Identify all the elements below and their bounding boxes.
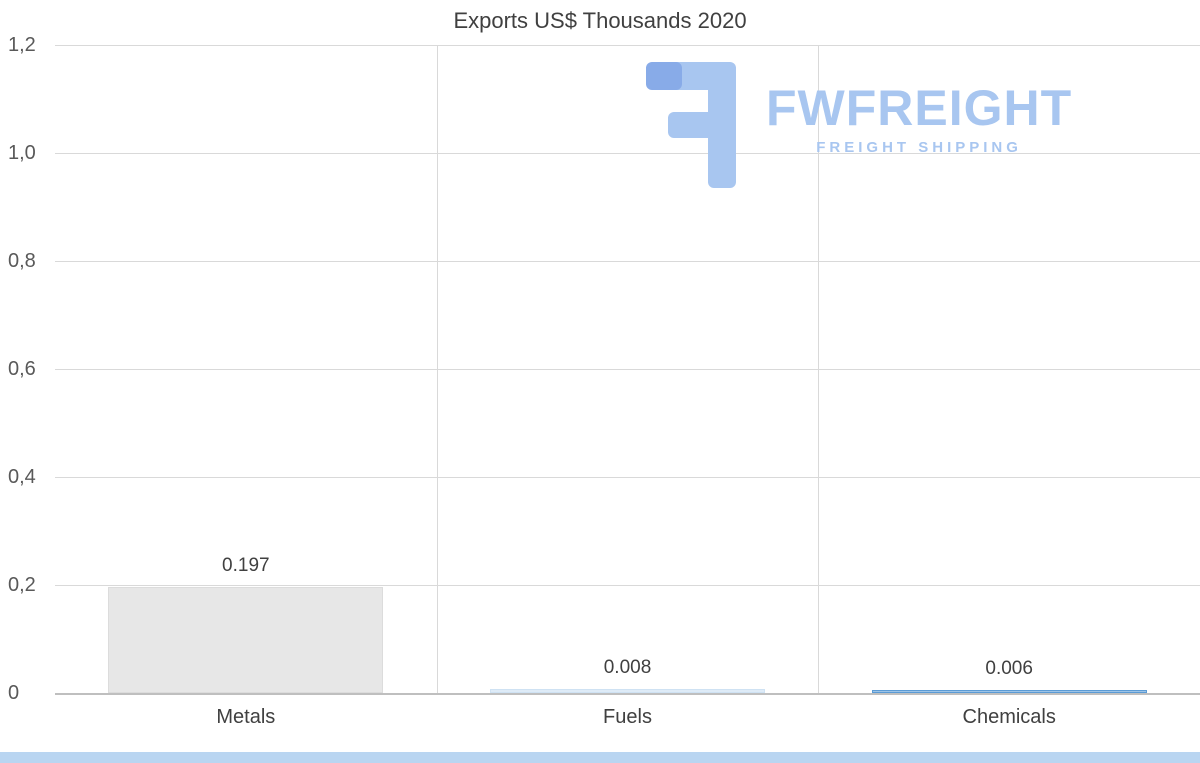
- v-gridline: [818, 45, 820, 693]
- x-axis-line: [55, 693, 1200, 695]
- brand-tagline: FREIGHT SHIPPING: [816, 138, 1022, 156]
- x-axis-labels: Metals Fuels Chemicals: [55, 706, 1200, 729]
- y-tick-label: 0,8: [8, 250, 36, 272]
- x-category-label: Metals: [216, 706, 276, 728]
- brand-logo-icon: [646, 62, 736, 188]
- footer-strip: [0, 752, 1200, 763]
- y-tick-label: 1,2: [8, 34, 36, 56]
- chart-title: Exports US$ Thousands 2020: [453, 8, 747, 33]
- bar-fuels[interactable]: [490, 688, 765, 693]
- h-gridline: [55, 261, 1200, 262]
- h-gridline: [55, 153, 1200, 154]
- bar-metals[interactable]: [108, 586, 384, 693]
- bar-chemicals[interactable]: [871, 689, 1147, 693]
- y-tick-label: 0,6: [8, 358, 36, 380]
- x-category-label: Fuels: [603, 706, 652, 728]
- brand-text-block: FWFREIGHT FREIGHT SHIPPING: [766, 62, 1072, 156]
- bar-value-label: 0.197: [222, 554, 270, 576]
- bar-value-label: 0.006: [985, 657, 1033, 679]
- bar-value-label: 0.008: [603, 656, 652, 678]
- h-gridline: [55, 477, 1200, 478]
- y-tick-label: 1,0: [8, 142, 36, 164]
- y-tick-label: 0: [8, 682, 20, 704]
- brand-name: FWFREIGHT: [766, 80, 1073, 136]
- plot-area: 0.197 0.008 0.006: [55, 45, 1200, 695]
- x-category-label: Chemicals: [962, 706, 1056, 728]
- h-gridline: [55, 45, 1200, 46]
- v-gridline: [436, 45, 438, 693]
- y-tick-label: 0,2: [8, 574, 36, 596]
- brand-watermark: FWFREIGHT FREIGHT SHIPPING: [646, 62, 1072, 188]
- y-tick-label: 0,4: [8, 466, 36, 488]
- h-gridline: [55, 585, 1200, 586]
- h-gridline: [55, 369, 1200, 370]
